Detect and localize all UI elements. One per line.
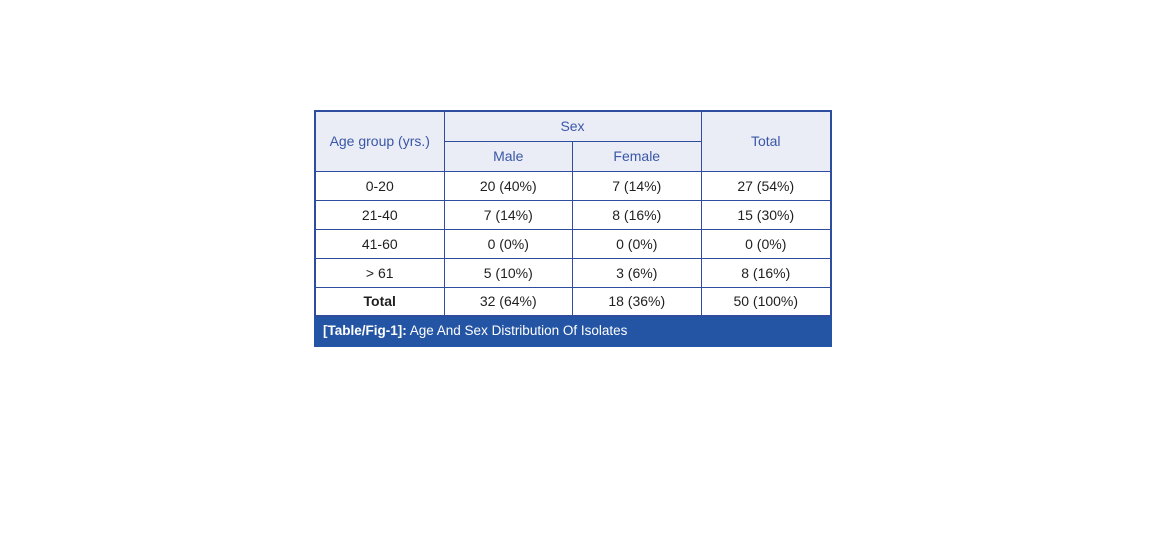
header-age-group: Age group (yrs.) bbox=[314, 110, 445, 172]
header-female: Female bbox=[572, 140, 702, 172]
cell-female: 0 (0%) bbox=[572, 228, 702, 259]
cell-total: 50 (100%) bbox=[700, 286, 832, 317]
caption-tag: [Table/Fig-1]: bbox=[323, 323, 407, 338]
age-sex-distribution-table: Age group (yrs.) Sex Total Male Female 0… bbox=[314, 110, 832, 317]
header-group-row: Age group (yrs.) Sex Total bbox=[314, 110, 832, 172]
cell-age_group: > 61 bbox=[314, 257, 445, 288]
table-body: 0-20 20 (40%) 7 (14%) 27 (54%) 21-40 7 (14%) 8… bbox=[314, 170, 832, 317]
table-figure: Age group (yrs.) Sex Total Male Female 0… bbox=[314, 110, 832, 347]
cell-total: 27 (54%) bbox=[700, 170, 832, 201]
header-male: Male bbox=[443, 140, 573, 172]
cell-male: 5 (10%) bbox=[443, 257, 573, 288]
cell-female: 18 (36%) bbox=[572, 286, 702, 317]
table-row: > 61 5 (10%) 3 (6%) 8 (16%) bbox=[314, 257, 832, 288]
cell-male: 0 (0%) bbox=[443, 228, 573, 259]
cell-age_group: Total bbox=[314, 286, 445, 317]
table-row: 41-60 0 (0%) 0 (0%) 0 (0%) bbox=[314, 228, 832, 259]
cell-male: 32 (64%) bbox=[443, 286, 573, 317]
cell-total: 15 (30%) bbox=[700, 199, 832, 230]
cell-female: 8 (16%) bbox=[572, 199, 702, 230]
header-sex-group: Sex bbox=[443, 110, 702, 142]
cell-female: 7 (14%) bbox=[572, 170, 702, 201]
cell-male: 20 (40%) bbox=[443, 170, 573, 201]
cell-age_group: 41-60 bbox=[314, 228, 445, 259]
figure-caption-bar: [Table/Fig-1]: Age And Sex Distribution … bbox=[314, 317, 832, 347]
cell-total: 0 (0%) bbox=[700, 228, 832, 259]
table-row: Total 32 (64%) 18 (36%) 50 (100%) bbox=[314, 286, 832, 317]
cell-female: 3 (6%) bbox=[572, 257, 702, 288]
caption-text: Age And Sex Distribution Of Isolates bbox=[406, 323, 628, 338]
cell-total: 8 (16%) bbox=[700, 257, 832, 288]
header-sub-row: Male Female bbox=[315, 140, 831, 172]
cell-male: 7 (14%) bbox=[443, 199, 573, 230]
table-header: Age group (yrs.) Sex Total Male Female bbox=[314, 110, 832, 172]
table-row: 21-40 7 (14%) 8 (16%) 15 (30%) bbox=[314, 199, 832, 230]
table-row: 0-20 20 (40%) 7 (14%) 27 (54%) bbox=[314, 170, 832, 201]
cell-age_group: 21-40 bbox=[314, 199, 445, 230]
header-total: Total bbox=[700, 110, 832, 172]
cell-age_group: 0-20 bbox=[314, 170, 445, 201]
